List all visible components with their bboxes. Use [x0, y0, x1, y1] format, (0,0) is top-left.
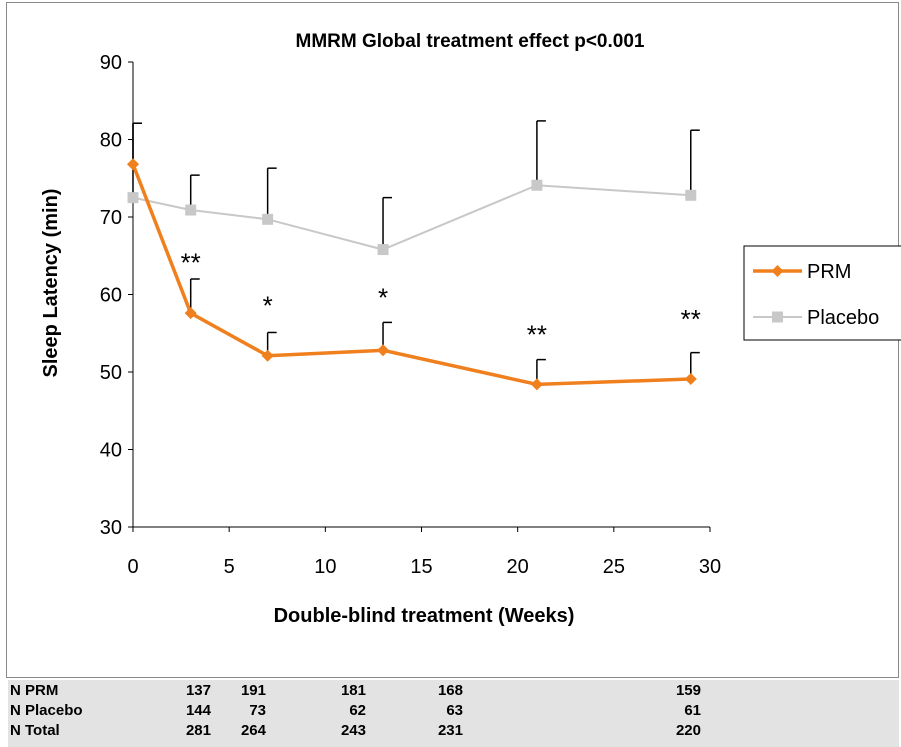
y-tick-label: 90 [100, 52, 122, 74]
legend-marker-placebo [772, 311, 783, 323]
n-table-cell: 191 [240, 682, 266, 699]
n-table-cell: 168 [437, 682, 463, 699]
point-placebo [127, 192, 139, 204]
point-placebo [262, 213, 274, 225]
n-table-cell: 63 [446, 702, 463, 719]
y-tick-label: 50 [100, 362, 122, 384]
sample-size-table: N PRM 137 191 181 168 159 N Placebo 144 73 62 63 61… [8, 680, 899, 747]
significance-marker: * [378, 283, 388, 313]
y-tick-label: 60 [100, 285, 122, 307]
n-table-cell: 181 [340, 682, 366, 699]
legend-marker-prm [771, 265, 784, 277]
n-table-row-label: N Total [10, 722, 60, 739]
n-table-cell: 73 [249, 702, 266, 719]
n-table-cell: 231 [437, 722, 463, 739]
series-markers [127, 158, 697, 391]
y-axis-label: Sleep Latency (min) [40, 189, 62, 378]
significance-marker: ** [681, 304, 701, 334]
n-table-cell: 144 [185, 702, 211, 719]
error-bars [132, 120, 700, 385]
point-placebo [685, 189, 697, 201]
n-table-row: N PRM 137 191 181 168 159 [8, 682, 899, 699]
significance-marker: ** [181, 248, 201, 278]
x-axis-label: Double-blind treatment (Weeks) [274, 605, 575, 627]
series-line-prm [131, 163, 691, 387]
significance-annotations: *** ***** [181, 248, 701, 350]
point-prm [530, 378, 543, 391]
point-prm [184, 307, 197, 320]
legend-box [743, 245, 901, 341]
point-prm [261, 349, 274, 362]
point-prm [127, 158, 139, 171]
point-placebo [377, 244, 389, 256]
legend-label-placebo: Placebo [807, 307, 879, 329]
x-tick-label: 30 [699, 556, 721, 578]
y-tick-label: 40 [100, 440, 122, 462]
y-tick-label: 30 [100, 517, 122, 539]
n-table-cell: 159 [675, 682, 701, 699]
n-table-cell: 137 [185, 682, 211, 699]
n-table-row-label: N Placebo [10, 702, 83, 719]
x-tick-label: 15 [410, 556, 432, 578]
n-table-row: N Placebo 144 73 62 63 61 [8, 702, 899, 719]
chart-title: MMRM Global treatment effect p<0.001 [296, 31, 645, 52]
point-placebo [531, 179, 543, 191]
series-line-placebo [132, 184, 691, 251]
point-prm [377, 344, 390, 357]
n-table-cell: 281 [185, 722, 211, 739]
n-table-cell: 62 [349, 702, 366, 719]
significance-marker: ** [527, 320, 547, 350]
y-tick-label: 70 [100, 207, 122, 229]
significance-marker: * [263, 290, 273, 320]
n-table-cell: 243 [340, 722, 366, 739]
point-prm [684, 372, 697, 385]
n-table-cell: 61 [684, 702, 701, 719]
x-tick-label: 10 [314, 556, 336, 578]
axes: 0 5 10 15 20 25 30 30 40 50 60 70 80 90 [100, 52, 721, 578]
legend: PRM Placebo [743, 245, 901, 341]
legend-label-prm: PRM [807, 261, 851, 283]
y-tick-label: 80 [100, 130, 122, 152]
n-table-row: N Total 281 264 243 231 220 [8, 722, 899, 739]
point-placebo [185, 204, 197, 216]
n-table-row-label: N PRM [10, 682, 59, 699]
x-tick-label: 0 [127, 556, 138, 578]
n-table-cell: 264 [240, 722, 266, 739]
x-tick-label: 5 [224, 556, 235, 578]
x-tick-label: 25 [603, 556, 625, 578]
x-tick-label: 20 [507, 556, 529, 578]
n-table-cell: 220 [675, 722, 701, 739]
series-lines [131, 163, 691, 387]
